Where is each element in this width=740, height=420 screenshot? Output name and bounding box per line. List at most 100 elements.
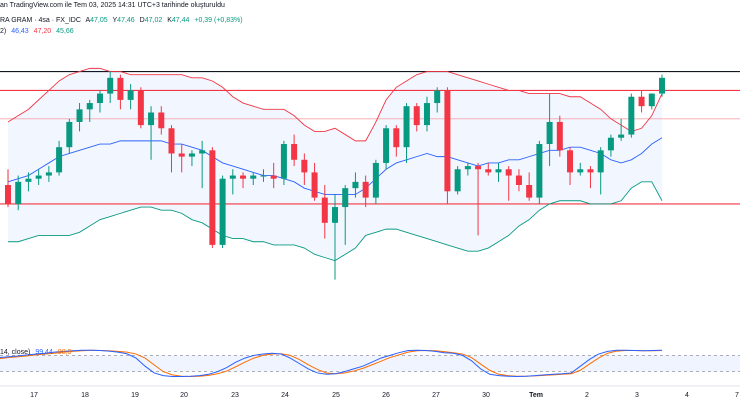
candle-body [577,169,584,173]
candle [117,74,124,110]
candle [607,134,614,157]
candle [188,150,195,167]
ohlc-open-key: A [85,17,91,24]
candle-body [434,90,441,104]
x-tick-label: 18 [81,392,89,399]
candle [464,162,471,176]
candle [311,162,318,201]
candle-body [15,181,22,204]
candle [25,172,32,192]
candle [250,172,257,185]
candle-body [96,93,103,104]
x-tick-label: 17 [30,392,38,399]
x-tick-label: 20 [180,392,188,399]
horizontal-levels [0,70,740,205]
bb-lower-value: 45,66 [56,28,74,35]
candle-body [597,150,604,173]
candle-body [342,188,349,208]
ohlc-close-key: K [167,17,172,24]
candle-body [168,128,175,154]
candle-body [423,103,430,126]
candle [342,185,349,245]
ohlc-close: 47,44 [171,17,190,24]
candle [5,169,11,208]
candle-body [260,175,267,177]
candle-body [311,172,318,198]
candle-body [618,134,625,138]
candle-body [199,150,206,154]
candle-body [454,169,461,192]
candle [219,175,226,249]
candle-body [250,175,257,179]
candle-body [567,150,574,173]
candle-body [127,90,134,100]
candle [86,99,93,122]
candle-body [56,147,63,173]
candle-body [240,175,247,179]
ohlc-open: 47,05 [90,17,108,24]
candle-body [5,185,11,204]
ohlc-low: 47,02 [144,17,163,24]
candle-body [321,197,328,223]
candle-body [158,112,165,129]
candle [628,93,635,138]
candle-body [76,109,83,122]
x-tick-label: 3 [635,392,639,399]
candle [383,125,390,170]
candle-body [209,150,216,245]
candle [352,172,359,198]
candle [536,140,543,204]
candle-body [137,90,144,126]
candle [76,103,83,132]
candle-body [659,77,665,94]
candle-body [178,153,185,157]
candle-body [638,96,645,107]
candle [454,166,461,195]
candle-body [628,96,635,135]
bb-legend: 2) 46,43 47,20 45,66 [0,28,77,35]
candle-body [607,137,614,151]
candle [56,140,63,176]
candle-body [301,159,308,173]
chart-header-ohlc: RA GRAM · 4sa · FX_IDC A47,05 Y47,46 D47… [0,17,246,24]
candle-body [587,169,594,173]
candle-body [536,144,543,198]
candle [260,169,267,182]
candle-body [332,207,338,223]
x-tick-label: 4 [685,392,689,399]
candle-body [495,169,502,173]
candle [127,84,134,110]
stoch-legend: 14, close) 99,44 98,3 [0,349,74,356]
attribution-text: an TradingView.com ile Tem 03, 2025 14:3… [0,2,225,9]
candle [209,147,216,249]
candle [526,172,533,201]
candle-body [362,181,369,198]
candle-body [372,162,379,198]
x-tick-label: 25 [332,392,340,399]
candle [546,93,553,167]
candle-body [188,153,195,157]
candle [434,87,441,113]
x-tick-label: 2 [585,392,589,399]
candle-body [117,77,124,100]
candle-body [291,144,298,160]
chart-header-line1: an TradingView.com ile Tem 03, 2025 14:3… [0,2,228,9]
candle-body [393,128,400,148]
candle-body [219,178,226,245]
candle [280,140,287,185]
candle [291,134,298,167]
candle [638,90,645,113]
candle [301,153,308,185]
candle [15,175,22,211]
bb-basis-value: 46,43 [11,28,29,35]
candle [148,106,155,160]
candle-body [280,144,287,179]
ohlc-high: 47,46 [117,17,135,24]
bb-label: 2) [0,28,7,35]
candle-body [485,169,492,173]
candle [505,166,512,201]
ohlc-change: +0,39 (+0,83%) [194,17,243,24]
candle [332,194,338,280]
candle [158,106,165,135]
